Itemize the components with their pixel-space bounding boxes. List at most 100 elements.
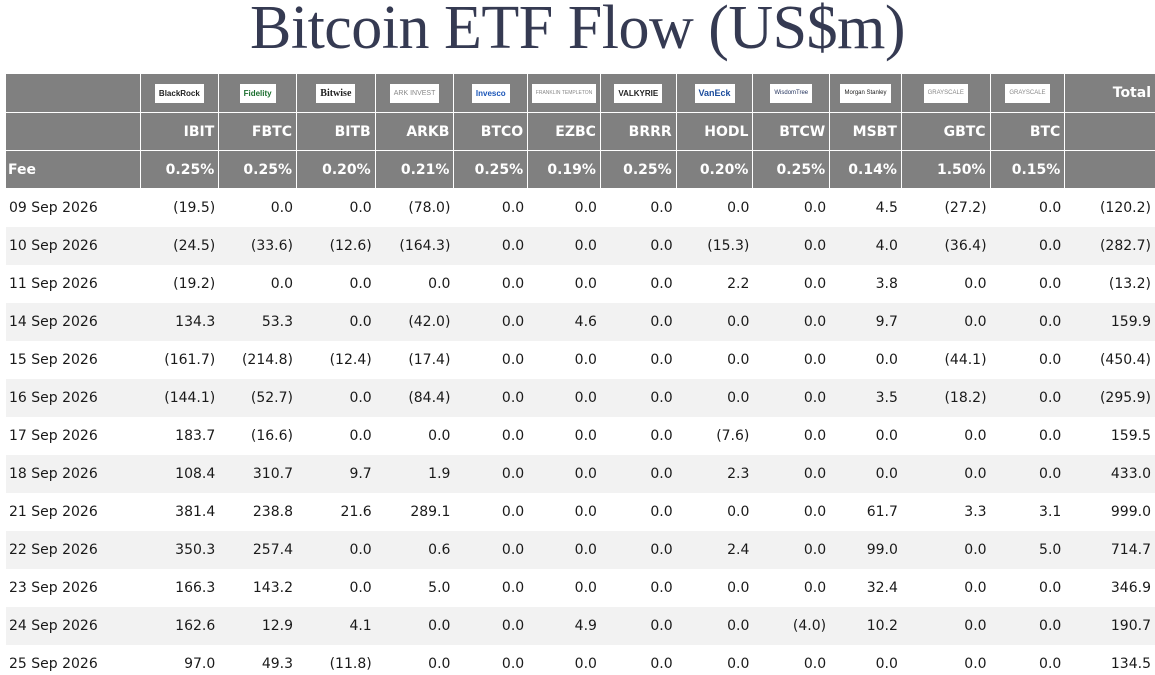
flow-cell-brrr: 0.0: [600, 303, 677, 341]
flow-cell-brrr: 0.0: [650, 428, 673, 444]
flow-cell-arkb: 0.0: [428, 276, 451, 292]
table-row: 16 Sep 2026 (144.1) (52.7) 0.0 (84.4) 0.0 0.0 0…: [6, 379, 1155, 417]
flow-cell-total: 159.9: [1065, 303, 1155, 341]
flow-cell-fbtc: 238.8: [252, 504, 293, 520]
flow-cell-btco: 0.0: [501, 580, 525, 596]
flow-cell-fbtc: (33.6): [219, 227, 297, 265]
flow-cell-arkb: (42.0): [375, 303, 455, 341]
flow-cell-ezbc: 0.0: [574, 200, 597, 216]
fee-btc: 0.15%: [990, 151, 1066, 188]
flow-cell-hodl: 0.0: [727, 656, 750, 672]
flow-cell-hodl: 0.0: [727, 504, 750, 520]
flow-cell-brrr: 0.0: [600, 455, 677, 493]
ticker-header-row: IBIT FBTC BITB ARKB BTCO EZBC BRRR HODL …: [6, 113, 1155, 151]
grayscale-btc-logo: GRAYSCALE: [1005, 83, 1050, 103]
row-date: 16 Sep 2026: [6, 379, 141, 417]
ticker-bitb: BITB: [296, 113, 376, 150]
flow-cell-gbtc: (27.2): [944, 200, 987, 216]
total-header: Total: [1065, 74, 1155, 112]
table-row: 25 Sep 2026 97.0 49.3 (11.8) 0.0 0.0 0.0 0.0 0.0…: [6, 645, 1155, 675]
flow-cell-fbtc: 143.2: [252, 580, 293, 596]
flow-cell-arkb: 0.0: [428, 656, 451, 672]
flow-cell-ibit: 166.3: [175, 580, 216, 596]
flow-cell-btc: 0.0: [1039, 200, 1062, 216]
flow-cell-bitb: 9.7: [296, 455, 376, 493]
flow-cell-total: (13.2): [1108, 276, 1151, 292]
flow-cell-btco: 0.0: [501, 352, 525, 368]
row-date: 23 Sep 2026: [9, 580, 98, 596]
flow-cell-arkb: (84.4): [375, 379, 455, 417]
flow-cell-msbt: 99.0: [830, 531, 902, 569]
flow-cell-btco: 0.0: [501, 656, 525, 672]
row-date: 14 Sep 2026: [6, 303, 141, 341]
valkyrie-logo: VALKYRIE: [614, 83, 663, 103]
flow-cell-btcw: 0.0: [753, 455, 831, 493]
ticker-btcw: BTCW: [753, 113, 831, 150]
row-date: 09 Sep 2026: [9, 200, 98, 216]
flow-cell-arkb: (17.4): [408, 352, 451, 368]
flow-cell-ibit: 183.7: [175, 428, 216, 444]
flow-cell-bitb: (11.8): [329, 656, 372, 672]
flow-cell-bitb: (12.6): [296, 227, 376, 265]
flow-cell-btcw: 0.0: [803, 428, 827, 444]
flow-cell-arkb: 0.0: [375, 607, 455, 645]
flow-cell-btc: 0.0: [1039, 580, 1062, 596]
logo-header-row: BlackRock Fidelity Bitwise ARK INVEST In…: [6, 74, 1155, 113]
flow-cell-brrr: 0.0: [650, 352, 673, 368]
flow-cell-bitb: 0.0: [296, 531, 376, 569]
flow-cell-gbtc: 0.0: [901, 607, 991, 645]
flow-cell-btco: 0.0: [454, 607, 529, 645]
flow-cell-btco: 0.0: [454, 455, 529, 493]
fee-gbtc: 1.50%: [901, 151, 991, 188]
flow-cell-ezbc: 0.0: [574, 428, 597, 444]
flow-cell-arkb: 0.0: [428, 428, 451, 444]
flow-cell-total: (120.2): [1099, 200, 1151, 216]
flow-cell-fbtc: 0.0: [270, 276, 293, 292]
table-row: 11 Sep 2026 (19.2) 0.0 0.0 0.0 0.0 0.0 0.0 2.2 0.…: [6, 265, 1155, 303]
flow-cell-ezbc: 0.0: [574, 352, 597, 368]
flow-cell-total: 714.7: [1065, 531, 1155, 569]
flow-cell-btco: 0.0: [501, 200, 525, 216]
bitwise-logo: Bitwise: [316, 83, 356, 103]
flow-cell-ibit: 108.4: [140, 455, 220, 493]
flow-cell-ibit: (24.5): [140, 227, 220, 265]
flow-cell-bitb: 0.0: [349, 276, 372, 292]
flow-cell-btcw: 0.0: [803, 504, 827, 520]
flow-cell-btco: 0.0: [501, 276, 525, 292]
flow-cell-btcw: 0.0: [753, 531, 831, 569]
flow-cell-brrr: 0.0: [650, 580, 673, 596]
flow-cell-btcw: 0.0: [753, 227, 831, 265]
flow-cell-btc: 0.0: [1039, 276, 1062, 292]
flow-cell-gbtc: 0.0: [901, 303, 991, 341]
flow-cell-msbt: 10.2: [830, 607, 902, 645]
ticker-hodl: HODL: [676, 113, 754, 150]
flow-cell-gbtc: 0.0: [901, 455, 991, 493]
flow-cell-fbtc: (52.7): [219, 379, 297, 417]
table-row: 24 Sep 2026 162.6 12.9 4.1 0.0 0.0 4.9 0.0 0.0 (4…: [6, 607, 1155, 645]
table-row: 22 Sep 2026 350.3 257.4 0.0 0.6 0.0 0.0 0.0 2.4 0…: [6, 531, 1155, 569]
page-title: Bitcoin ETF Flow (US$m): [249, 0, 906, 62]
flow-cell-brrr: 0.0: [600, 227, 677, 265]
flow-cell-fbtc: 257.4: [219, 531, 297, 569]
flow-cell-msbt: 0.0: [875, 656, 898, 672]
franklin-templeton-logo: FRANKLIN TEMPLETON: [531, 83, 597, 103]
flow-cell-ibit: (19.2): [173, 276, 216, 292]
ark-invest-logo: ARK INVEST: [389, 83, 440, 103]
flow-cell-ibit: 134.3: [140, 303, 220, 341]
fee-brrr: 0.25%: [600, 151, 677, 188]
blackrock-logo: BlackRock: [154, 83, 204, 103]
flow-cell-msbt: 9.7: [830, 303, 902, 341]
flow-cell-ezbc: 0.0: [574, 656, 597, 672]
flow-cell-brrr: 0.0: [600, 379, 677, 417]
flow-cell-ibit: 381.4: [175, 504, 216, 520]
flow-cell-bitb: 0.0: [296, 379, 376, 417]
flow-cell-ibit: (19.5): [173, 200, 216, 216]
flow-cell-brrr: 0.0: [600, 607, 677, 645]
ticker-btco: BTCO: [454, 113, 529, 150]
fee-header-row: Fee 0.25% 0.25% 0.20% 0.21% 0.25% 0.19% …: [6, 151, 1155, 189]
row-date: 10 Sep 2026: [6, 227, 141, 265]
invesco-logo: Invesco: [471, 83, 510, 103]
flow-cell-hodl: (7.6): [716, 428, 750, 444]
flow-cell-ibit: (144.1): [140, 379, 220, 417]
flow-cell-ezbc: 0.0: [528, 227, 601, 265]
